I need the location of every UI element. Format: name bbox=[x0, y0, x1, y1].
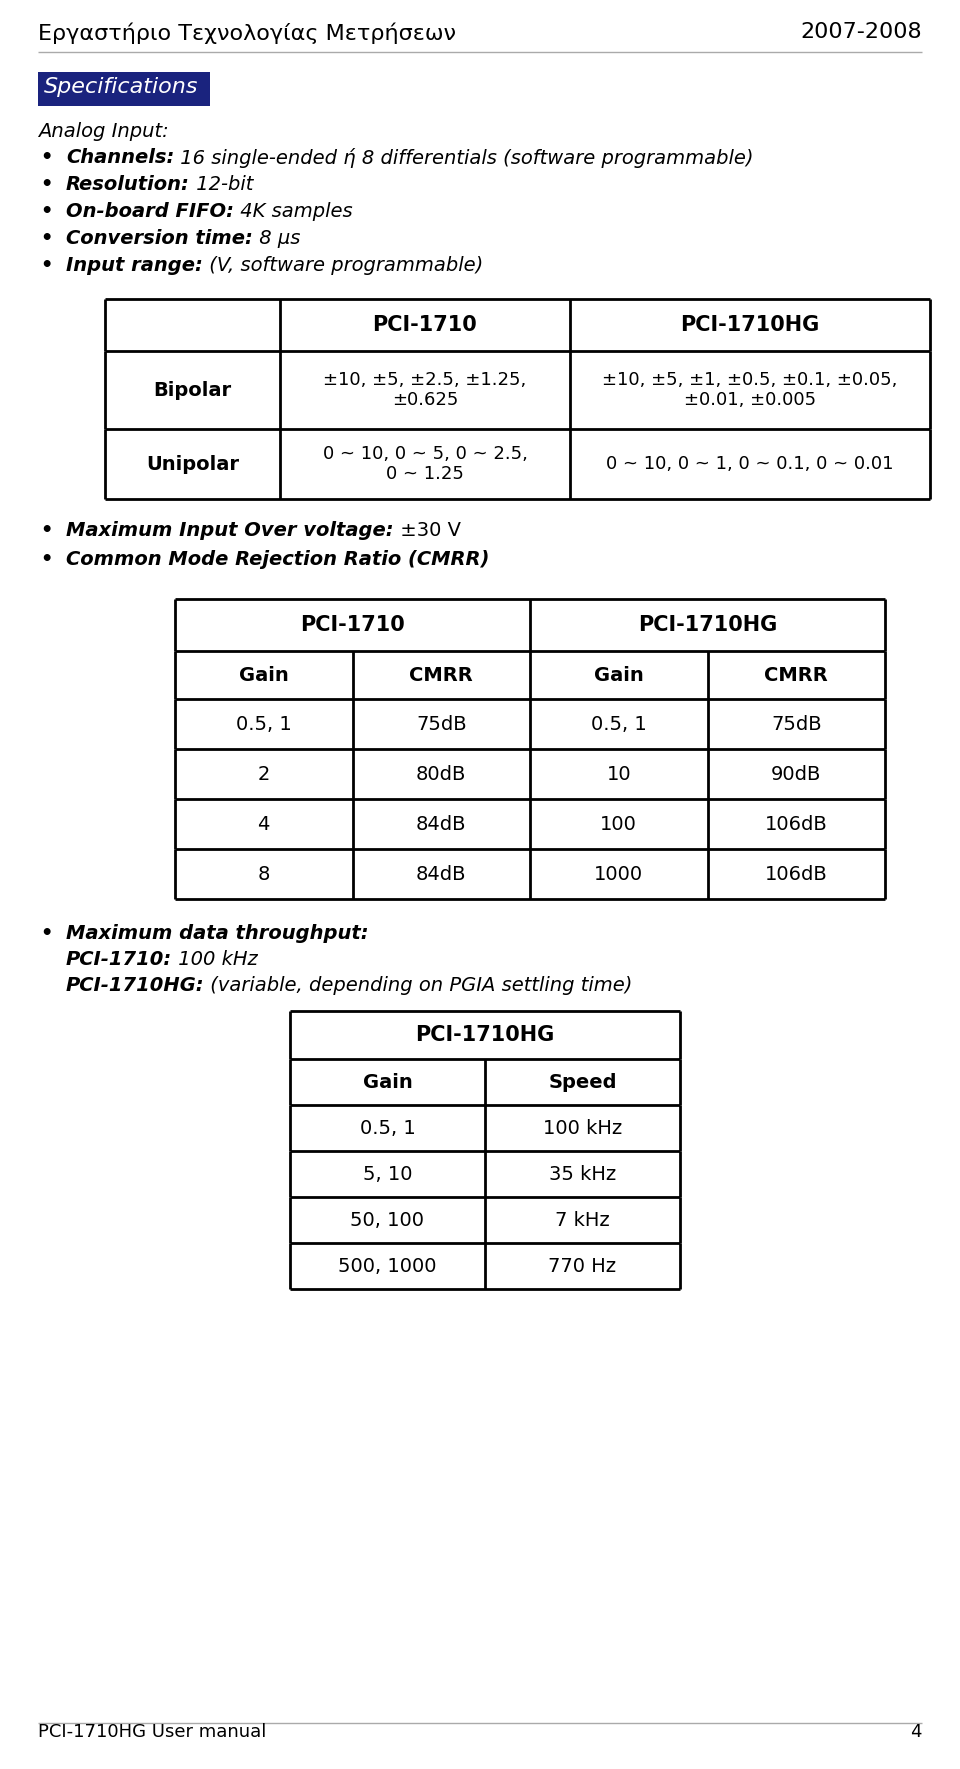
Text: 90dB: 90dB bbox=[771, 764, 822, 784]
Text: •: • bbox=[40, 228, 53, 248]
Text: Analog Input:: Analog Input: bbox=[38, 122, 169, 142]
Text: PCI-1710: PCI-1710 bbox=[372, 315, 477, 334]
Text: Common Mode Rejection Ratio (CMRR): Common Mode Rejection Ratio (CMRR) bbox=[66, 550, 490, 570]
Text: •: • bbox=[40, 149, 53, 166]
Text: •: • bbox=[40, 923, 53, 943]
Text: On-board FIFO:: On-board FIFO: bbox=[66, 202, 234, 221]
Text: Gain: Gain bbox=[363, 1072, 413, 1091]
Text: PCI-1710HG: PCI-1710HG bbox=[637, 616, 778, 635]
Text: 2: 2 bbox=[257, 764, 270, 784]
Text: 4: 4 bbox=[910, 1723, 922, 1741]
Text: PCI-1710:: PCI-1710: bbox=[66, 950, 172, 969]
Text: CMRR: CMRR bbox=[409, 665, 473, 685]
Text: 12-bit: 12-bit bbox=[190, 175, 253, 195]
Text: 4: 4 bbox=[257, 814, 270, 833]
Text: PCI-1710: PCI-1710 bbox=[300, 616, 405, 635]
Text: 4K samples: 4K samples bbox=[234, 202, 352, 221]
Text: Bipolar: Bipolar bbox=[154, 380, 231, 400]
Text: 75dB: 75dB bbox=[416, 715, 467, 734]
Text: Channels:: Channels: bbox=[66, 149, 175, 166]
Text: 0.5, 1: 0.5, 1 bbox=[590, 715, 647, 734]
Text: 35 kHz: 35 kHz bbox=[549, 1164, 616, 1183]
Text: 7 kHz: 7 kHz bbox=[555, 1210, 610, 1229]
Text: ±10, ±5, ±2.5, ±1.25,
±0.625: ±10, ±5, ±2.5, ±1.25, ±0.625 bbox=[324, 370, 527, 409]
Text: •: • bbox=[40, 175, 53, 195]
Text: Εργαστήριο Τεχνολογίας Μετρήσεων: Εργαστήριο Τεχνολογίας Μετρήσεων bbox=[38, 21, 456, 44]
Text: 100: 100 bbox=[600, 814, 637, 833]
Text: 50, 100: 50, 100 bbox=[350, 1210, 424, 1229]
Text: 84dB: 84dB bbox=[416, 814, 467, 833]
Text: Conversion time:: Conversion time: bbox=[66, 228, 252, 248]
Text: 0 ~ 10, 0 ~ 1, 0 ~ 0.1, 0 ~ 0.01: 0 ~ 10, 0 ~ 1, 0 ~ 0.1, 0 ~ 0.01 bbox=[607, 455, 894, 472]
Text: •: • bbox=[40, 257, 53, 274]
Text: Specifications: Specifications bbox=[44, 78, 199, 97]
Text: 100 kHz: 100 kHz bbox=[542, 1118, 622, 1137]
Text: CMRR: CMRR bbox=[764, 665, 828, 685]
Text: •: • bbox=[40, 550, 53, 570]
Text: 75dB: 75dB bbox=[771, 715, 822, 734]
Text: PCI-1710HG: PCI-1710HG bbox=[416, 1024, 555, 1045]
Text: 770 Hz: 770 Hz bbox=[548, 1256, 616, 1275]
Text: PCI-1710HG:: PCI-1710HG: bbox=[66, 976, 204, 994]
Text: PCI-1710HG User manual: PCI-1710HG User manual bbox=[38, 1723, 266, 1741]
Text: PCI-1710HG: PCI-1710HG bbox=[681, 315, 820, 334]
Text: 106dB: 106dB bbox=[765, 814, 828, 833]
Text: (variable, depending on PGIA settling time): (variable, depending on PGIA settling ti… bbox=[204, 976, 633, 994]
Text: Maximum Input Over voltage:: Maximum Input Over voltage: bbox=[66, 522, 394, 540]
Text: Gain: Gain bbox=[594, 665, 643, 685]
Bar bbox=[38, 73, 210, 106]
Text: 8 μs: 8 μs bbox=[252, 228, 300, 248]
Text: ±30 V: ±30 V bbox=[394, 522, 461, 540]
Text: 84dB: 84dB bbox=[416, 865, 467, 883]
Text: 16 single-ended ή 8 differentials (software programmable): 16 single-ended ή 8 differentials (softw… bbox=[175, 149, 754, 168]
Text: (V, software programmable): (V, software programmable) bbox=[203, 257, 483, 274]
Text: Resolution:: Resolution: bbox=[66, 175, 190, 195]
Text: 10: 10 bbox=[607, 764, 631, 784]
Text: 0.5, 1: 0.5, 1 bbox=[360, 1118, 416, 1137]
Text: Unipolar: Unipolar bbox=[146, 455, 239, 474]
Text: 106dB: 106dB bbox=[765, 865, 828, 883]
Text: 0.5, 1: 0.5, 1 bbox=[236, 715, 292, 734]
Text: 8: 8 bbox=[257, 865, 270, 883]
Text: Speed: Speed bbox=[548, 1072, 616, 1091]
Text: 1000: 1000 bbox=[594, 865, 643, 883]
Text: 5, 10: 5, 10 bbox=[363, 1164, 412, 1183]
Text: 500, 1000: 500, 1000 bbox=[338, 1256, 437, 1275]
Text: 0 ~ 10, 0 ~ 5, 0 ~ 2.5,
0 ~ 1.25: 0 ~ 10, 0 ~ 5, 0 ~ 2.5, 0 ~ 1.25 bbox=[323, 444, 527, 483]
Text: Maximum data throughput:: Maximum data throughput: bbox=[66, 923, 369, 943]
Text: Gain: Gain bbox=[239, 665, 289, 685]
Text: ±10, ±5, ±1, ±0.5, ±0.1, ±0.05,
±0.01, ±0.005: ±10, ±5, ±1, ±0.5, ±0.1, ±0.05, ±0.01, ±… bbox=[602, 370, 898, 409]
Text: •: • bbox=[40, 202, 53, 221]
Text: 100 kHz: 100 kHz bbox=[172, 950, 258, 969]
Text: 2007-2008: 2007-2008 bbox=[801, 21, 922, 42]
Text: •: • bbox=[40, 522, 53, 540]
Text: 80dB: 80dB bbox=[416, 764, 467, 784]
Text: Input range:: Input range: bbox=[66, 257, 203, 274]
